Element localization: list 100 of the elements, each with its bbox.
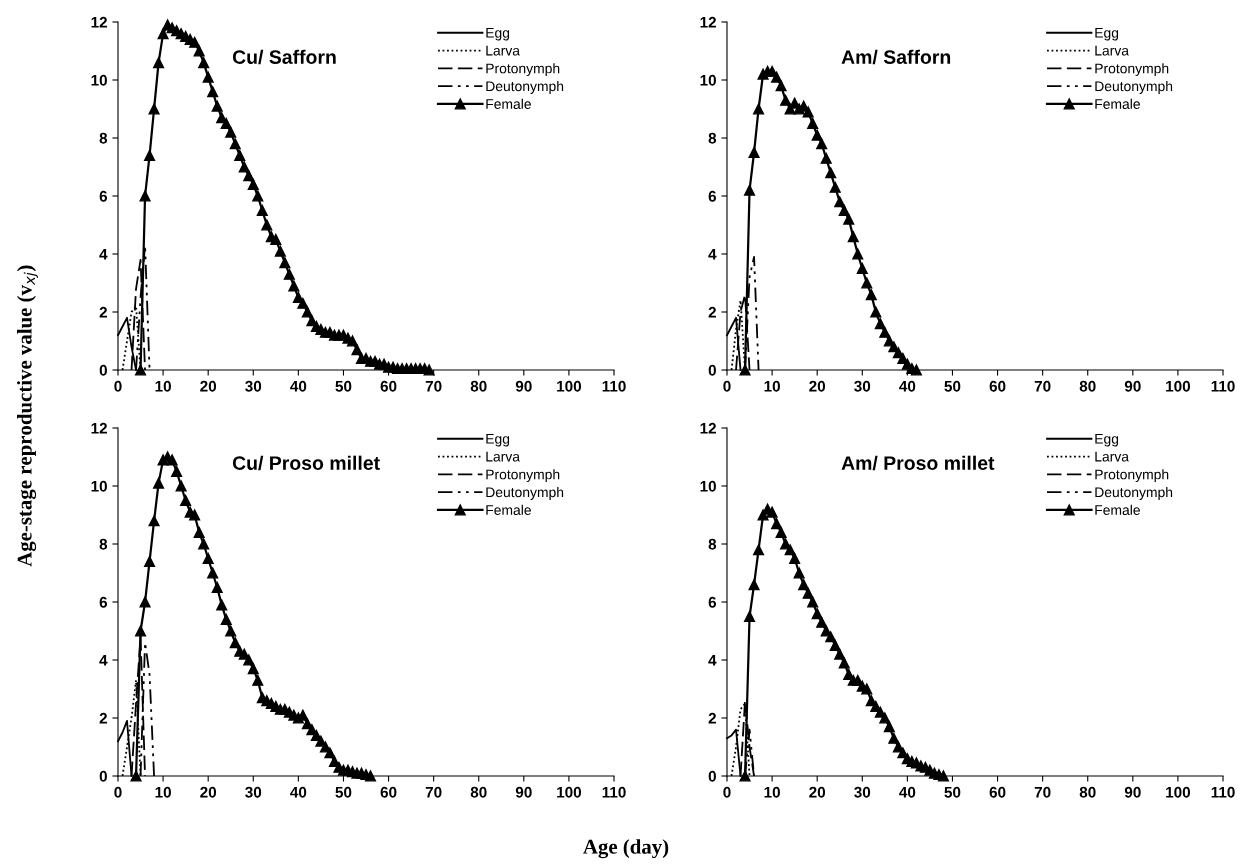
y-tick-label: 8 xyxy=(708,538,717,550)
legend-label: Larva xyxy=(1095,45,1129,56)
x-tick-label: 60 xyxy=(989,380,1006,392)
y-tick-label: 4 xyxy=(708,655,717,666)
x-tick-label: 10 xyxy=(155,786,171,798)
x-tick-label: 80 xyxy=(470,380,487,392)
x-tick-label: 0 xyxy=(723,380,731,392)
legend-label: Egg xyxy=(1095,434,1119,447)
x-tick-label: 10 xyxy=(764,786,780,798)
legend-label: Egg xyxy=(1095,28,1119,41)
y-tick-label: 0 xyxy=(708,770,716,782)
x-tick-label: 40 xyxy=(290,380,307,392)
legend-label: Female xyxy=(486,98,531,109)
x-tick-label: 40 xyxy=(290,786,307,798)
y-tick-label: 2 xyxy=(708,712,716,724)
x-tick-label: 80 xyxy=(470,786,487,798)
legend-label: Deutonymph xyxy=(1095,486,1173,500)
x-tick-label: 110 xyxy=(1211,786,1235,798)
x-tick-label: 30 xyxy=(854,380,871,392)
y-tick-label: 10 xyxy=(700,480,716,492)
x-tick-label: 70 xyxy=(1034,786,1051,798)
y-tick-label: 2 xyxy=(99,306,107,318)
legend-label: Larva xyxy=(486,451,520,462)
x-tick-label: 10 xyxy=(155,380,171,392)
y-tick-label: 4 xyxy=(708,249,717,260)
x-tick-label: 0 xyxy=(114,380,122,392)
x-tick-label: 100 xyxy=(557,786,582,798)
x-tick-label: 30 xyxy=(245,786,262,798)
x-tick-label: 70 xyxy=(1034,380,1051,392)
x-tick-label: 90 xyxy=(1124,380,1141,392)
x-tick-label: 20 xyxy=(809,380,826,392)
x-tick-label: 20 xyxy=(200,786,217,798)
x-tick-label: 110 xyxy=(1211,380,1235,392)
legend-label: Deutonymph xyxy=(486,80,564,94)
x-tick-label: 90 xyxy=(515,786,532,798)
x-axis-title: Age (day) xyxy=(583,839,669,859)
x-tick-label: 90 xyxy=(515,380,532,392)
y-tick-label: 0 xyxy=(708,364,716,376)
legend-label: Deutonymph xyxy=(1095,80,1173,94)
x-tick-label: 60 xyxy=(989,786,1006,798)
x-tick-label: 10 xyxy=(764,380,780,392)
x-tick-label: 100 xyxy=(1166,380,1191,392)
legend-label: Female xyxy=(486,504,531,515)
text: Am/ Proso millet xyxy=(841,455,995,471)
legend-label: Protonymph xyxy=(486,469,560,483)
text: Cu/ Proso millet xyxy=(232,455,380,471)
legend-label: Protonymph xyxy=(1095,469,1169,483)
x-tick-label: 60 xyxy=(380,786,397,798)
y-axis-title: Age-stage reproductive value (v$_{xj}$) xyxy=(17,265,38,567)
y-tick-label: 6 xyxy=(99,190,108,202)
y-tick-label: 12 xyxy=(91,16,107,28)
y-tick-label: 8 xyxy=(99,538,108,550)
x-tick-label: 80 xyxy=(1079,380,1096,392)
y-tick-label: 2 xyxy=(708,306,716,318)
y-tick-label: 12 xyxy=(700,422,716,434)
y-tick-label: 0 xyxy=(99,770,107,782)
y-tick-label: 2 xyxy=(99,712,107,724)
y-tick-label: 10 xyxy=(700,74,716,86)
x-tick-label: 50 xyxy=(335,786,352,798)
x-tick-label: 90 xyxy=(1124,786,1141,798)
text: Am/ Safforn xyxy=(841,49,951,65)
y-tick-label: 6 xyxy=(708,190,717,202)
x-tick-label: 100 xyxy=(1166,786,1191,798)
x-tick-label: 70 xyxy=(425,786,442,798)
y-tick-label: 4 xyxy=(99,249,108,260)
x-tick-label: 50 xyxy=(335,380,352,392)
legend-label: Protonymph xyxy=(486,63,560,77)
x-tick-label: 110 xyxy=(602,380,626,392)
x-tick-label: 20 xyxy=(200,380,217,392)
x-tick-label: 20 xyxy=(809,786,826,798)
y-tick-label: 4 xyxy=(99,655,108,666)
y-tick-label: 6 xyxy=(99,596,108,608)
y-tick-label: 10 xyxy=(91,74,107,86)
x-tick-label: 40 xyxy=(899,786,916,798)
x-tick-label: 30 xyxy=(245,380,262,392)
legend-label: Deutonymph xyxy=(486,486,564,500)
x-tick-label: 30 xyxy=(854,786,871,798)
x-tick-label: 40 xyxy=(899,380,916,392)
legend-label: Egg xyxy=(486,28,510,41)
y-tick-label: 12 xyxy=(700,16,716,28)
x-tick-label: 60 xyxy=(380,380,397,392)
x-tick-label: 50 xyxy=(944,380,961,392)
x-tick-label: 50 xyxy=(944,786,961,798)
y-tick-label: 6 xyxy=(708,596,717,608)
x-tick-label: 110 xyxy=(602,786,626,798)
y-tick-label: 12 xyxy=(91,422,107,434)
legend-label: Female xyxy=(1095,98,1140,109)
y-tick-label: 8 xyxy=(99,132,108,144)
legend-label: Protonymph xyxy=(1095,63,1169,77)
legend-label: Larva xyxy=(486,45,520,56)
x-tick-label: 70 xyxy=(425,380,442,392)
x-tick-label: 0 xyxy=(114,786,122,798)
legend-label: Female xyxy=(1095,504,1140,515)
y-tick-label: 0 xyxy=(99,364,107,376)
x-tick-label: 100 xyxy=(557,380,582,392)
y-tick-label: 10 xyxy=(91,480,107,492)
text: Cu/ Safforn xyxy=(232,49,336,65)
legend-label: Egg xyxy=(486,434,510,447)
x-tick-label: 0 xyxy=(723,786,731,798)
y-tick-label: 8 xyxy=(708,132,717,144)
